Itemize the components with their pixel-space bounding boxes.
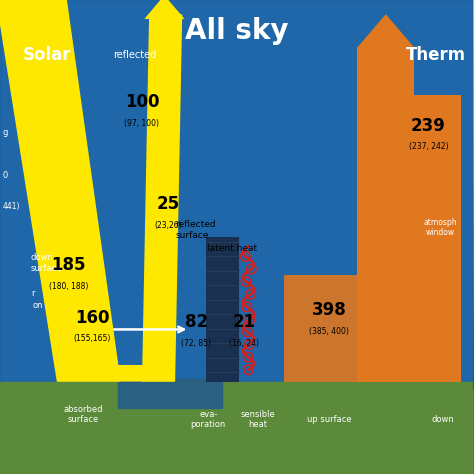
Text: (23,26): (23,26) <box>154 221 182 229</box>
Text: (237, 242): (237, 242) <box>409 143 448 151</box>
Text: 0: 0 <box>2 171 8 180</box>
Text: 100: 100 <box>125 93 159 111</box>
Text: Therm: Therm <box>405 46 465 64</box>
Text: (180, 188): (180, 188) <box>49 283 88 291</box>
Polygon shape <box>357 47 414 382</box>
Polygon shape <box>414 275 462 382</box>
Polygon shape <box>57 365 175 382</box>
Text: g: g <box>2 128 8 137</box>
Polygon shape <box>357 14 414 47</box>
Text: 160: 160 <box>75 309 109 327</box>
Text: (97, 100): (97, 100) <box>125 119 159 128</box>
Polygon shape <box>414 95 462 142</box>
Bar <box>118 379 222 408</box>
Text: (385, 400): (385, 400) <box>309 328 349 336</box>
Text: down
surface: down surface <box>31 254 62 273</box>
Text: sensible
heat: sensible heat <box>241 410 275 429</box>
Text: 25: 25 <box>156 195 180 213</box>
Text: (16, 24): (16, 24) <box>229 339 259 348</box>
Text: eva-
poration: eva- poration <box>191 410 226 429</box>
Text: (155,165): (155,165) <box>73 335 111 343</box>
Text: (72, 85): (72, 85) <box>182 339 211 348</box>
Text: 21: 21 <box>232 313 255 331</box>
Text: latent heat: latent heat <box>207 245 257 253</box>
Bar <box>0 0 474 389</box>
Text: absorbed
surface: absorbed surface <box>63 405 102 424</box>
Text: atmosph
window: atmosph window <box>423 218 457 237</box>
Text: on: on <box>32 301 43 310</box>
Polygon shape <box>414 142 462 382</box>
Text: 185: 185 <box>51 256 86 274</box>
Text: reflected
surface: reflected surface <box>175 220 216 239</box>
Text: up surface: up surface <box>307 415 351 424</box>
Text: Solar: Solar <box>23 46 72 64</box>
Text: 398: 398 <box>311 301 346 319</box>
Text: reflected: reflected <box>113 49 156 60</box>
Text: All sky: All sky <box>185 17 288 45</box>
Polygon shape <box>145 0 184 19</box>
Bar <box>0 0 474 389</box>
Text: down: down <box>431 415 454 424</box>
Polygon shape <box>206 237 239 382</box>
Polygon shape <box>142 14 182 382</box>
Text: 82: 82 <box>185 313 208 331</box>
Polygon shape <box>0 0 121 382</box>
Text: 441): 441) <box>2 202 20 210</box>
Bar <box>0 382 474 474</box>
Text: r: r <box>31 290 34 298</box>
Text: 239: 239 <box>411 117 446 135</box>
Polygon shape <box>284 275 357 382</box>
